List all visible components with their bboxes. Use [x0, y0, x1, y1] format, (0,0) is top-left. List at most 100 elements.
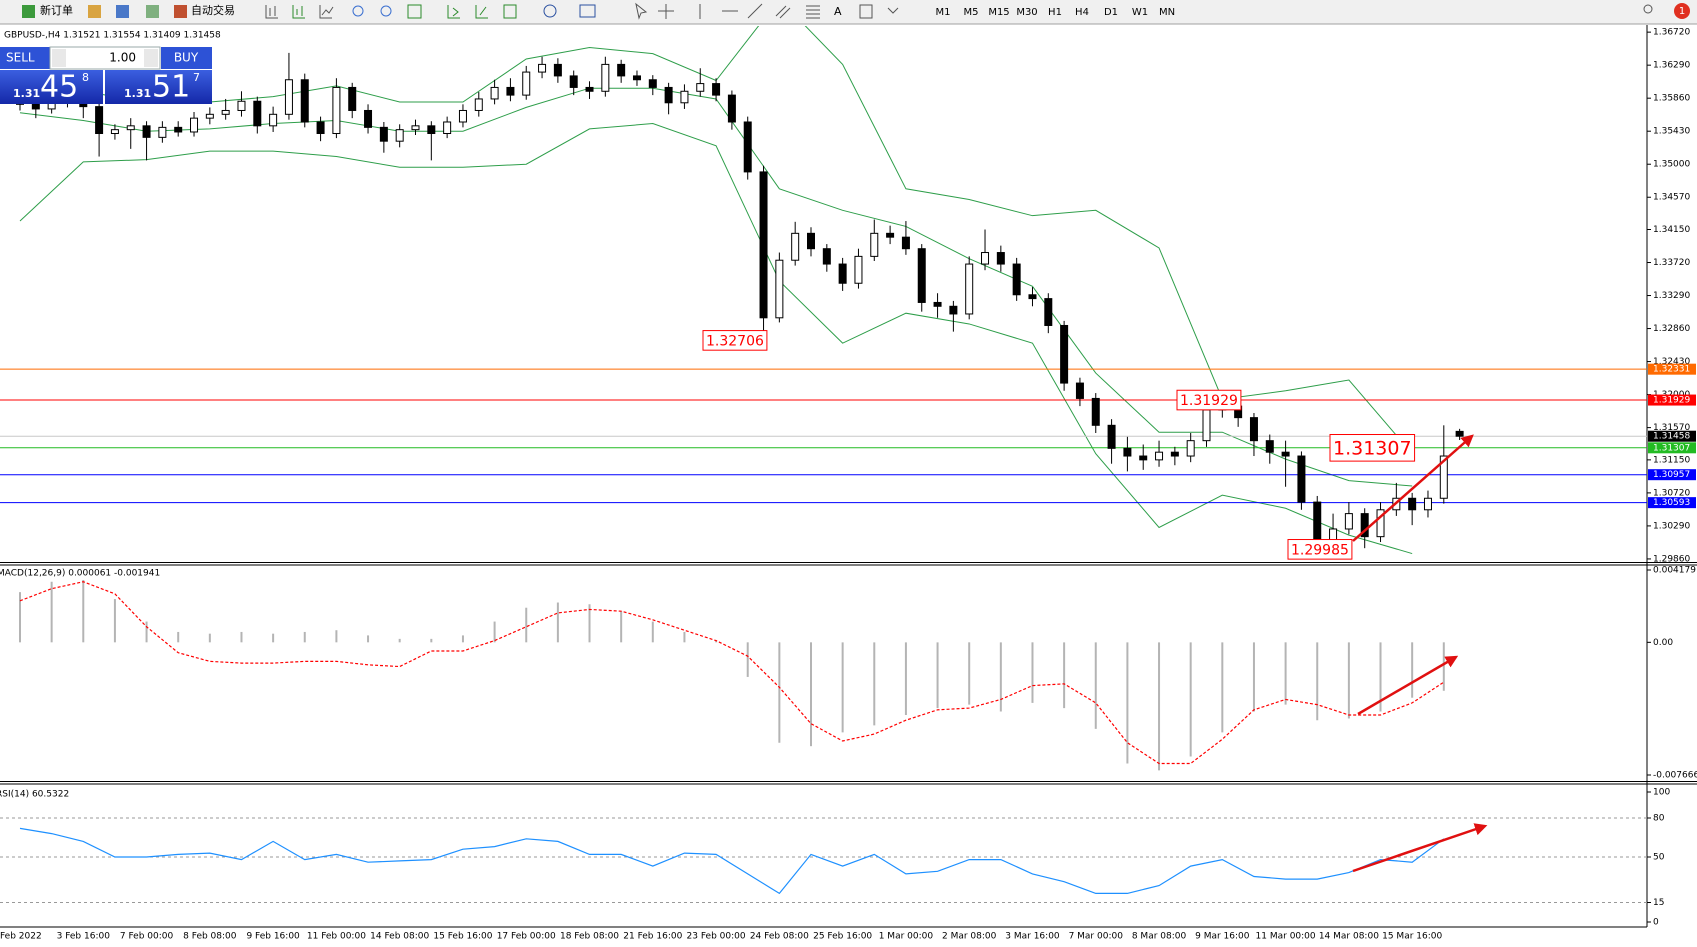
- candle-body: [601, 63, 610, 92]
- level-label-bg: [1648, 394, 1696, 406]
- y-tick-label: 1.36290: [1653, 61, 1690, 71]
- candle-body: [427, 125, 436, 135]
- auto-trading-icon[interactable]: [174, 5, 187, 18]
- y-tick-label: 1.35860: [1653, 94, 1690, 104]
- label-icon[interactable]: [859, 4, 873, 19]
- tool-icon[interactable]: [88, 5, 101, 18]
- candle-body: [443, 121, 452, 135]
- level-label-bg: [1648, 430, 1696, 442]
- timeframe-button[interactable]: H4: [1075, 7, 1089, 18]
- timeframe-button[interactable]: M30: [1016, 7, 1037, 18]
- lot-input[interactable]: [49, 46, 161, 70]
- candle-body: [901, 236, 910, 250]
- lot-down[interactable]: [52, 49, 66, 67]
- candle-body: [569, 75, 578, 88]
- candle-body: [269, 113, 278, 127]
- candle-body: [870, 232, 879, 257]
- x-tick-label: 8 Feb 08:00: [183, 932, 237, 942]
- buy-label[interactable]: BUY: [174, 51, 199, 65]
- indicator-icon[interactable]: [503, 4, 517, 19]
- candle-body: [221, 109, 230, 115]
- zoom-in-icon[interactable]: [352, 5, 364, 17]
- trendline-icon[interactable]: [747, 3, 763, 19]
- lot-value[interactable]: 1.00: [109, 51, 136, 65]
- candle-chart-icon[interactable]: [292, 5, 305, 19]
- tool-icon[interactable]: [146, 5, 159, 18]
- candle-body: [791, 232, 800, 261]
- candle-body: [886, 232, 895, 238]
- x-tick-label: 23 Feb 00:00: [687, 932, 746, 942]
- level-label: 1.31929: [1653, 396, 1690, 406]
- y-tick-label: 1.29860: [1653, 554, 1690, 564]
- sell-button[interactable]: [0, 47, 50, 69]
- crosshair-icon[interactable]: [658, 4, 674, 19]
- sell-label[interactable]: SELL: [6, 51, 35, 65]
- search-icon[interactable]: [1643, 4, 1653, 14]
- x-tick-label: 21 Feb 16:00: [623, 932, 682, 942]
- new-order-icon[interactable]: [22, 5, 35, 18]
- candle-body: [316, 121, 325, 135]
- bid-pips: 45: [40, 70, 78, 105]
- one-click-panel: SELL 1.00 BUY 1.31 45 8 1.31 51 7: [0, 46, 212, 105]
- period-icon[interactable]: [543, 4, 557, 18]
- candle-body: [205, 113, 214, 119]
- timeframe-button[interactable]: M15: [988, 7, 1009, 18]
- y-tick-label: 1.36720: [1653, 28, 1690, 38]
- candle-body: [1281, 451, 1290, 457]
- tile-icon[interactable]: [407, 4, 422, 19]
- x-tick-label: Feb 2022: [0, 932, 42, 942]
- zoom-out-icon[interactable]: [380, 5, 392, 17]
- candle-body: [1376, 509, 1385, 538]
- timeframe-button[interactable]: MN: [1159, 7, 1175, 18]
- tool-icon[interactable]: [116, 5, 129, 18]
- timeframe-button[interactable]: D1: [1104, 7, 1118, 18]
- fibo-icon[interactable]: [806, 5, 820, 19]
- bid-box[interactable]: [0, 70, 103, 104]
- timeframe-button[interactable]: H1: [1048, 7, 1062, 18]
- scroll-icon[interactable]: [447, 5, 460, 19]
- candle-body: [1313, 501, 1322, 541]
- notification-badge[interactable]: [1674, 3, 1690, 19]
- candle-body: [474, 98, 483, 111]
- x-tick-label: 2 Mar 08:00: [942, 932, 997, 942]
- y-tick-label: 15: [1653, 898, 1664, 908]
- candle-body: [1439, 455, 1448, 499]
- rsi-line: [19, 827, 1445, 895]
- channel-icon[interactable]: [775, 5, 791, 19]
- text-tool[interactable]: A: [834, 5, 842, 18]
- x-tick-label: 11 Mar 00:00: [1256, 932, 1316, 942]
- level-label-bg: [1648, 469, 1696, 481]
- candle-body: [854, 255, 863, 284]
- shift-icon[interactable]: [475, 5, 488, 19]
- timeframe-button[interactable]: M5: [964, 7, 979, 18]
- macd-signal: [19, 581, 1445, 765]
- buy-button[interactable]: [161, 47, 212, 69]
- cursor-icon[interactable]: [635, 2, 648, 20]
- level-label: 1.30593: [1653, 498, 1690, 508]
- auto-trading-button[interactable]: 自动交易: [191, 3, 235, 17]
- template-icon[interactable]: [579, 4, 596, 18]
- timeframe-button[interactable]: M1: [936, 7, 951, 18]
- arrow-icon[interactable]: [887, 7, 899, 14]
- candle-body: [237, 100, 246, 111]
- candle-body: [142, 125, 151, 138]
- candle-body: [31, 103, 40, 110]
- bar-chart-icon[interactable]: [265, 5, 278, 19]
- candle-body: [743, 121, 752, 173]
- y-tick-label: 1.30290: [1653, 521, 1690, 531]
- bid-big: 1.31: [13, 87, 40, 100]
- candle-body: [348, 86, 357, 111]
- candle-body: [174, 126, 183, 133]
- line-chart-icon[interactable]: [319, 5, 334, 19]
- candle-body: [1155, 451, 1164, 461]
- notification-count[interactable]: 1: [1679, 6, 1685, 17]
- lot-up[interactable]: [144, 49, 158, 67]
- main-plot: [0, 26, 1647, 555]
- bid-fraction: 8: [82, 71, 89, 84]
- new-order-button[interactable]: 新订单: [40, 3, 73, 17]
- y-tick-label: 1.30720: [1653, 488, 1690, 498]
- ask-box[interactable]: [105, 70, 212, 104]
- timeframe-button[interactable]: W1: [1132, 7, 1148, 18]
- y-tick-label: 100: [1653, 788, 1670, 798]
- candle-body: [1123, 447, 1132, 457]
